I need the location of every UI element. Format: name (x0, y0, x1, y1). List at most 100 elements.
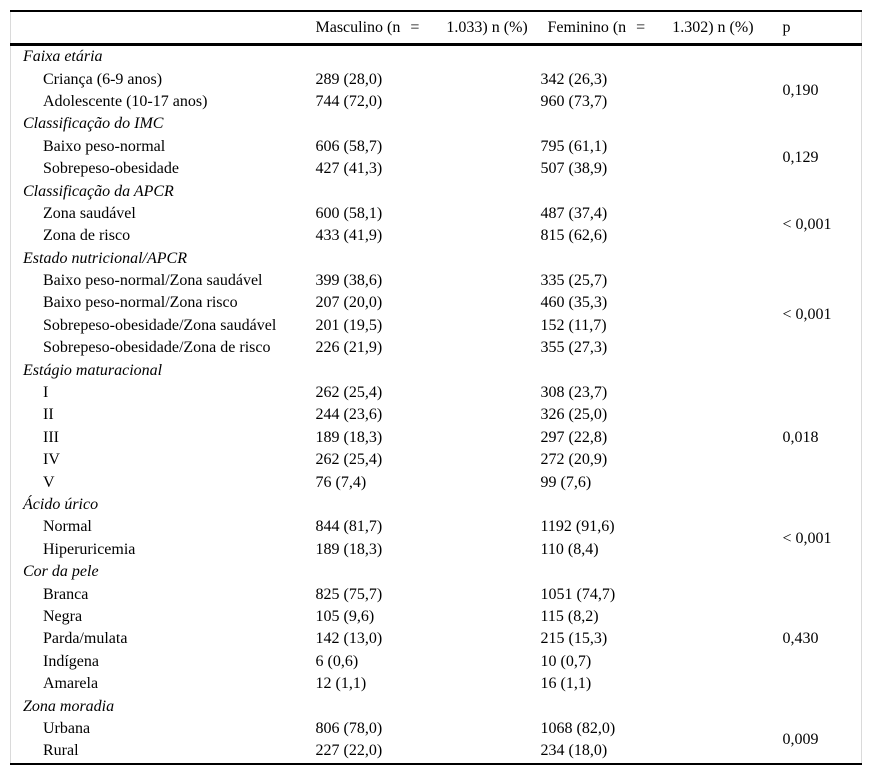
header-row: Masculino (n = 1.033) n (%) Feminino (n … (10, 11, 862, 46)
data-row: Indígena 6 (0,6) 10 (0,7) (11, 651, 862, 673)
feminino-value: 1192 (91,6) (540, 518, 615, 536)
feminino-n-count: 1.302) n (%) (672, 18, 754, 36)
masculino-value: 227 (22,0) (315, 742, 383, 760)
section-row: Estágio maturacional (11, 359, 862, 381)
data-row: Sobrepeso-obesidade 427 (41,3) 507 (38,9) (11, 158, 862, 180)
section-row: Ácido úrico (11, 494, 862, 516)
feminino-equals-sign: = (636, 18, 646, 36)
masculino-value: 262 (25,4) (315, 451, 383, 469)
data-row: Rural 227 (22,0) 234 (18,0) (11, 740, 862, 763)
header-p: p (782, 11, 862, 46)
data-row: Negra 105 (9,6) 115 (8,2) (11, 606, 862, 628)
p-value: 0,018 (782, 428, 819, 446)
table-header: Masculino (n = 1.033) n (%) Feminino (n … (10, 11, 862, 46)
feminino-header-label: Feminino (n (547, 18, 627, 36)
data-row: Urbana 806 (78,0) 1068 (82,0) 0,009 (11, 718, 862, 748)
row-label: Baixo peso-normal/Zona risco (43, 294, 238, 312)
row-label: Zona de risco (43, 227, 131, 245)
row-label: III (43, 428, 59, 446)
row-label: Adolescente (10-17 anos) (43, 92, 208, 110)
feminino-value: 335 (25,7) (540, 272, 608, 290)
data-row: Adolescente (10-17 anos) 744 (72,0) 960 (7… (11, 91, 862, 113)
feminino-value: 815 (62,6) (540, 227, 608, 245)
feminino-value: 460 (35,3) (540, 294, 608, 312)
row-label: Normal (43, 518, 92, 536)
row-label: V (43, 473, 55, 491)
masculino-value: 600 (58,1) (315, 204, 383, 222)
data-row: Baixo peso-normal/Zona saudável 399 (38,6… (11, 270, 862, 323)
masculino-equals-sign: = (410, 18, 420, 36)
row-label: Sobrepeso-obesidade (43, 160, 179, 178)
row-label: II (43, 406, 54, 424)
data-row: I 262 (25,4) 308 (23,7) 0,018 (11, 382, 862, 446)
row-label: IV (43, 451, 60, 469)
row-label: Baixo peso-normal/Zona saudável (43, 272, 263, 290)
masculino-value: 399 (38,6) (315, 272, 383, 290)
masculino-value: 244 (23,6) (315, 406, 383, 424)
feminino-value: 1068 (82,0) (540, 719, 616, 737)
masculino-value: 189 (18,3) (315, 540, 383, 558)
data-row: Baixo peso-normal 606 (58,7) 795 (61,1) 0,1… (11, 136, 862, 166)
p-value: 0,129 (782, 148, 819, 166)
data-row: V 76 (7,4) 99 (7,6) (11, 471, 862, 493)
feminino-value: 795 (61,1) (540, 137, 608, 155)
feminino-value: 308 (23,7) (540, 384, 608, 402)
row-label: Baixo peso-normal (43, 137, 166, 155)
feminino-value: 234 (18,0) (540, 742, 608, 760)
row-label: Amarela (43, 675, 99, 693)
data-row: Normal 844 (81,7) 1192 (91,6) < 0,001 (11, 516, 862, 546)
data-row: Sobrepeso-obesidade/Zona saudável 201 (19… (11, 315, 862, 337)
feminino-value: 152 (11,7) (540, 316, 607, 334)
data-row: III 189 (18,3) 297 (22,8) (11, 427, 862, 449)
feminino-value: 960 (73,7) (540, 92, 608, 110)
masculino-value: 262 (25,4) (315, 384, 383, 402)
feminino-value: 115 (8,2) (540, 607, 599, 625)
section-row: Zona moradia (11, 695, 862, 717)
section-title: Estágio maturacional (23, 361, 163, 379)
section-row: Classificação do IMC (11, 113, 862, 135)
row-label: Criança (6-9 anos) (43, 70, 163, 88)
feminino-value: 1051 (74,7) (540, 585, 616, 603)
p-value: < 0,001 (782, 305, 832, 323)
masculino-value: 606 (58,7) (315, 137, 383, 155)
row-label: Negra (43, 607, 83, 625)
masculino-value: 76 (7,4) (315, 473, 367, 491)
masculino-value: 433 (41,9) (315, 227, 383, 245)
row-label: I (43, 384, 49, 402)
masculino-header-label: Masculino (n (315, 18, 401, 36)
feminino-value: 355 (27,3) (540, 339, 608, 357)
data-row: Hiperuricemia 189 (18,3) 110 (8,4) (11, 539, 862, 561)
feminino-value: 297 (22,8) (540, 428, 608, 446)
row-label: Sobrepeso-obesidade/Zona saudável (43, 316, 277, 334)
feminino-value: 215 (15,3) (540, 630, 608, 648)
section-title: Ácido úrico (23, 496, 99, 513)
data-row: Parda/mulata 142 (13,0) 215 (15,3) (11, 628, 862, 650)
section-title: Faixa etária (23, 48, 103, 66)
row-label: Sobrepeso-obesidade/Zona de risco (43, 339, 271, 357)
characteristics-table: Masculino (n = 1.033) n (%) Feminino (n … (10, 10, 862, 765)
data-row: Zona de risco 433 (41,9) 815 (62,6) (11, 225, 862, 247)
section-row: Cor da pele (11, 561, 862, 583)
row-label: Branca (43, 585, 89, 603)
p-value: < 0,001 (782, 529, 832, 547)
section-title: Cor da pele (23, 563, 99, 581)
section-row: Classificação da APCR (11, 180, 862, 202)
masculino-value: 806 (78,0) (315, 719, 383, 737)
feminino-value: 326 (25,0) (540, 406, 608, 424)
masculino-value: 142 (13,0) (315, 630, 383, 648)
section-row: Estado nutricional/APCR (11, 248, 862, 270)
p-value: < 0,001 (782, 216, 832, 234)
data-row: Branca 825 (75,7) 1051 (74,7) 0,430 (11, 583, 862, 648)
table-body: Faixa etária Criança (6-9 anos) 289 (28,0)… (11, 45, 862, 764)
section-row: Faixa etária (11, 45, 862, 69)
masculino-value: 12 (1,1) (315, 675, 367, 693)
masculino-value: 105 (9,6) (315, 607, 375, 625)
row-label: Zona saudável (43, 204, 136, 222)
data-row: Criança (6-9 anos) 289 (28,0) 342 (26,3) 0,… (11, 68, 862, 99)
section-title: Classificação do IMC (23, 115, 164, 133)
masculino-value: 744 (72,0) (315, 92, 383, 110)
header-empty-cell (10, 11, 316, 46)
p-value: 0,430 (782, 630, 819, 648)
p-value: 0,190 (782, 81, 819, 99)
row-label: Rural (43, 742, 79, 760)
